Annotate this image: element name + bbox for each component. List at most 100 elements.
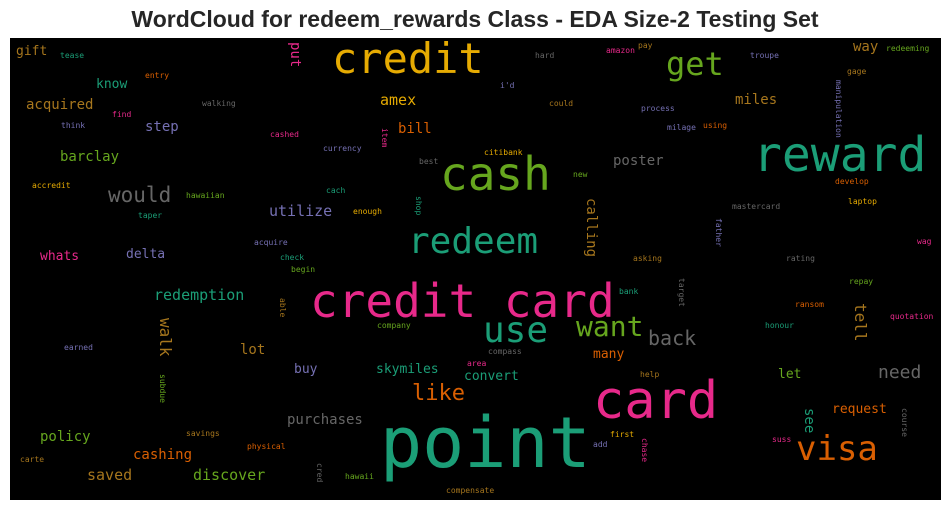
word-point: point [380,402,591,484]
word-honour: honour [765,321,794,330]
word-father: father [714,218,723,247]
word-rating: rating [786,254,815,263]
word-area: area [467,359,487,368]
word-best: best [419,157,439,166]
word-repay: repay [849,277,874,286]
word-milage: milage [667,123,696,132]
word-find: find [112,110,132,119]
word-manipulation: manipulation [834,80,843,138]
word-put: put [287,42,303,68]
word-back: back [648,326,697,350]
word-bank: bank [619,287,639,296]
word-target: target [677,278,686,307]
word-pay: pay [638,41,653,50]
word-reward: reward [753,127,927,183]
word-policy: policy [40,429,91,445]
word-cashed: cashed [270,130,299,139]
word-citibank: citibank [484,148,523,157]
word-barclay: barclay [60,149,120,165]
word-able: able [278,298,287,318]
word-first: first [610,430,635,439]
word-utilize: utilize [269,202,333,220]
word-hawaii: hawaii [345,472,374,481]
word-card: card [593,371,719,431]
word-way: way [853,39,879,55]
word-request: request [832,402,887,417]
word-enough: enough [353,207,382,216]
word-would: would [108,183,172,207]
word-convert: convert [464,369,519,384]
word-quotation: quotation [890,312,934,321]
word-discover: discover [193,466,266,484]
word-chase: chase [640,438,649,463]
word-redeeming: redeeming [886,44,930,53]
word-amazon: amazon [606,46,635,55]
word-compensate: compensate [446,486,495,495]
word-use: use [483,310,549,351]
word-tease: tease [60,51,85,60]
word-accredit: accredit [32,181,71,190]
word-hawaiian: hawaiian [186,191,225,200]
word-see: see [801,408,817,434]
word-amex: amex [380,91,417,109]
word-troupe: troupe [750,51,779,60]
word-course: course [900,408,909,437]
word-walking: walking [202,99,236,108]
word-savings: savings [186,429,220,438]
word-buy: buy [294,362,318,377]
word-bill: bill [398,121,432,137]
word-entry: entry [145,71,170,80]
word-gift: gift [16,44,48,59]
chart-title: WordCloud for redeem_rewards Class - EDA… [131,6,819,32]
word-suss: suss [772,435,792,444]
word-know: know [96,77,128,92]
word-whats: whats [40,249,80,264]
word-skymiles: skymiles [376,362,439,377]
word-credit-card: credit card [310,274,615,328]
word-acquire: acquire [254,238,288,247]
word-get: get [666,45,724,83]
word-company: company [377,321,411,330]
word-physical: physical [247,442,286,451]
word-subdue: subdue [158,374,167,403]
word-mastercard: mastercard [732,202,781,211]
word-cash: cash [440,147,551,201]
word-laptop: laptop [848,197,877,206]
word-acquired: acquired [26,97,94,113]
word-delta: delta [126,247,166,262]
word-ransom: ransom [795,300,824,309]
word-begin: begin [291,265,316,274]
word-develop: develop [835,177,869,186]
word-earned: earned [64,343,93,352]
word-poster: poster [613,153,664,169]
word-shop: shop [414,196,423,216]
word-want: want [576,310,644,343]
word-credit: credit [332,38,484,83]
word-let: let [778,367,802,382]
word-redemption: redemption [154,286,245,304]
word-miles: miles [735,92,778,108]
word-calling: calling [583,198,599,258]
word-purchases: purchases [287,412,363,428]
word-taper: taper [138,211,163,220]
word-think: think [61,121,86,130]
word-cred: cred [315,463,324,483]
word-tell: tell [851,303,870,342]
word-add: add [593,440,608,449]
word-step: step [145,119,179,135]
word-walk: walk [156,318,175,357]
word-new: new [573,170,588,179]
word-could: could [549,99,574,108]
word-cashing: cashing [133,447,193,463]
word-many: many [593,347,625,362]
word-item: item [380,128,389,148]
word-using: using [703,121,728,130]
word-visa: visa [796,429,878,469]
word-process: process [641,104,675,113]
word-i-d: i'd [500,81,515,90]
word-currency: currency [323,144,362,153]
word-like: like [412,381,465,406]
word-redeem: redeem [408,221,539,262]
word-cloud-canvas: point credit card card reward credit cash rede… [10,38,941,500]
word-cach: cach [326,186,346,195]
